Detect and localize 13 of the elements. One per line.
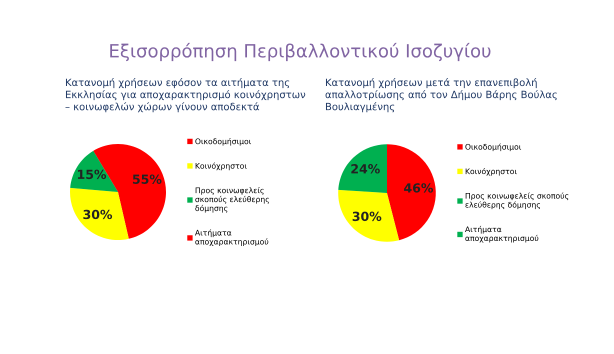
chart-title: Εξισορρόπηση Περιβαλλοντικού Ισοζυγίου: [110, 42, 490, 62]
pie-slice: [338, 190, 400, 242]
pie-slice: [387, 144, 436, 240]
data-label: 46%: [404, 183, 434, 193]
pie-slice: [70, 188, 129, 240]
data-label: 55%: [132, 174, 162, 184]
data-label: 30%: [83, 210, 112, 220]
data-label: 24%: [351, 164, 380, 174]
pie-slice: [338, 144, 387, 193]
data-label: 15%: [78, 170, 106, 180]
data-label: 30%: [352, 212, 382, 222]
chart-subtitle: Κατανομή χρήσεων μετά την επανεπιβολή απαλλοτρίωσης από τον Δήμου Βάρης Βούλας Βουλιαγμένης: [326, 78, 557, 112]
chart-subtitle: Κατανομή χρήσεων εφόσον τα αιτήματα της Εκκλησίας για αποχαρακτηρισμό κοινόχρηστων – κοινωφελών χώρων γίνουν αποδεκτά: [65, 78, 306, 112]
